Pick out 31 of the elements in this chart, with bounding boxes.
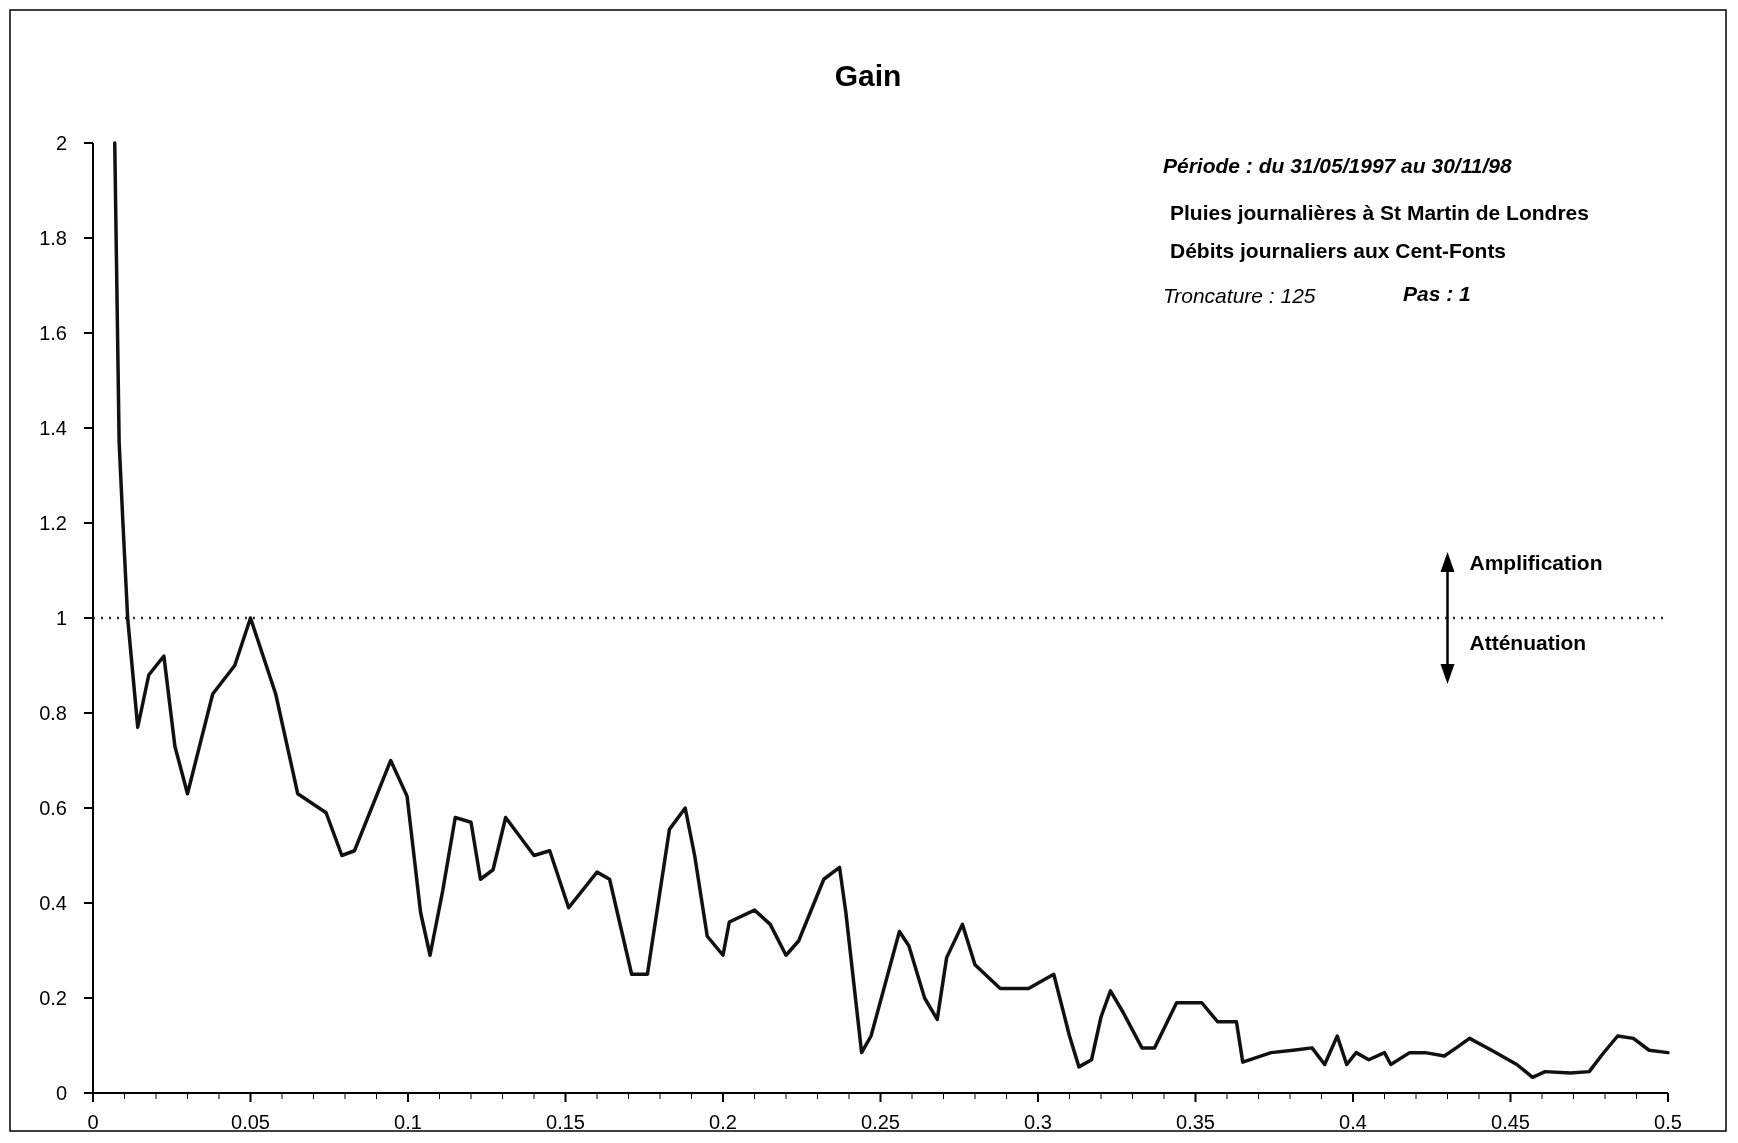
x-tick-label: 0.5	[1654, 1111, 1682, 1133]
y-tick-label: 0.8	[39, 702, 67, 724]
x-tick-label: 0.45	[1491, 1111, 1530, 1133]
x-tick-label: 0.4	[1339, 1111, 1367, 1133]
y-tick-label: 2	[55, 132, 67, 154]
annotation: Atténuation	[1469, 631, 1587, 654]
x-tick-label: 0.25	[861, 1111, 900, 1133]
line-series	[112, 141, 1670, 1080]
y-tick-label: 0.4	[39, 892, 67, 914]
y-tick-label: 0.2	[39, 987, 67, 1009]
x-tick-label: 0.2	[709, 1111, 737, 1133]
x-tick-label: 0.1	[394, 1111, 422, 1133]
chart-title: Gain	[834, 59, 902, 92]
y-tick-label: 1	[55, 607, 67, 629]
annotation: Pluies journalières à St Martin de Londres	[1170, 201, 1589, 224]
annotation: Troncature : 125	[1163, 284, 1316, 307]
y-tick-label: 1.2	[39, 512, 67, 534]
y-tick-label: 1.4	[39, 417, 67, 439]
annotation: Amplification	[1469, 551, 1603, 574]
x-tick-label: 0.15	[546, 1111, 585, 1133]
y-tick-label: 0	[55, 1082, 67, 1104]
x-tick-label: 0	[87, 1111, 99, 1133]
x-tick-label: 0.35	[1176, 1111, 1215, 1133]
y-tick-label: 1.6	[39, 322, 67, 344]
y-tick-label: 0.6	[39, 797, 67, 819]
x-tick-label: 0.05	[231, 1111, 270, 1133]
annotation: Débits journaliers aux Cent-Fonts	[1170, 239, 1507, 262]
annotation: Période : du 31/05/1997 au 30/11/98	[1163, 154, 1512, 177]
annotation: Pas : 1	[1403, 282, 1471, 305]
y-tick-label: 1.8	[39, 227, 67, 249]
x-tick-label: 0.3	[1024, 1111, 1052, 1133]
